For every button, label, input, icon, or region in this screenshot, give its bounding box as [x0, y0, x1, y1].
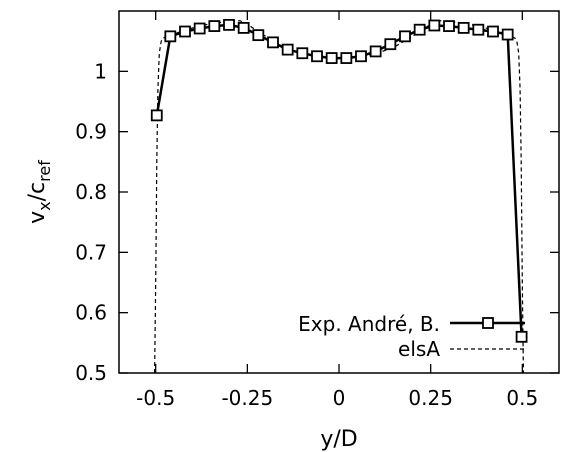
data-point-exp	[237, 21, 250, 34]
y-axis-label-sub-x: x	[35, 201, 54, 210]
y-tick-label: 0.5	[75, 361, 107, 385]
legend-label-elsa: elsA	[398, 337, 440, 361]
data-point-exp	[355, 50, 367, 63]
data-point-exp	[296, 47, 309, 60]
data-point-exp	[281, 43, 294, 56]
series-line-exp	[155, 23, 523, 337]
x-tick-label: 0.25	[408, 386, 453, 410]
data-point-exp	[399, 30, 411, 43]
series-layer	[150, 18, 528, 373]
plot-frame	[118, 10, 560, 374]
y-axis-label-main: v	[25, 211, 50, 224]
data-point-exp	[164, 30, 177, 43]
data-point-exp	[501, 28, 514, 41]
y-tick-label: 1	[94, 59, 107, 83]
data-point-exp	[311, 50, 323, 63]
y-tick-label: 0.9	[75, 120, 107, 144]
y-tick-labels: 0.5 0.6 0.7 0.8 0.9 1	[75, 59, 107, 385]
legend: Exp. André, B. elsA	[298, 312, 525, 361]
data-point-exp	[443, 20, 455, 32]
y-tick-label: 0.8	[75, 180, 107, 204]
x-tick-labels: -0.5 -0.25 0 0.25 0.5	[136, 386, 538, 410]
y-axis-label: vx/cref	[25, 160, 54, 224]
x-tick-label: -0.25	[221, 386, 273, 410]
data-point-exp	[472, 23, 485, 36]
data-point-exp	[428, 19, 441, 32]
y-axis-label-sub-ref: ref	[35, 160, 54, 182]
x-tick-label: 0	[333, 386, 346, 410]
x-tick-label: 0.5	[506, 386, 538, 410]
x-tick-label: -0.5	[136, 386, 175, 410]
data-point-exp	[340, 52, 353, 64]
data-point-exp	[487, 25, 499, 38]
data-point-exp	[384, 38, 397, 51]
data-point-exp	[193, 22, 206, 35]
series-line-elsa	[154, 20, 524, 373]
data-point-exp	[252, 29, 265, 42]
data-point-exp	[223, 18, 235, 31]
data-point-exp	[457, 21, 470, 34]
data-point-exp	[325, 52, 338, 64]
y-axis-label-sep: /c	[25, 182, 50, 202]
y-tick-label: 0.7	[75, 240, 107, 264]
data-point-exp	[267, 36, 279, 49]
legend-label-exp: Exp. André, B.	[298, 312, 440, 336]
data-point-exp	[413, 23, 426, 36]
data-point-exp	[515, 330, 528, 343]
y-tick-label: 0.6	[75, 301, 107, 325]
data-point-exp	[179, 25, 191, 38]
legend-marker-exp	[482, 317, 494, 329]
x-axis-label: y/D	[320, 427, 357, 452]
data-point-exp	[208, 20, 221, 32]
data-point-exp	[369, 45, 382, 58]
data-point-exp	[150, 109, 163, 122]
